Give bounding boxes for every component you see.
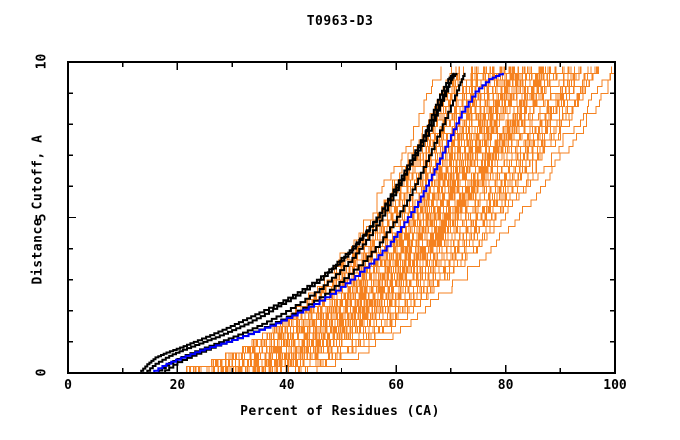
population-curve [173,66,510,373]
x-tick-label: 100 [603,378,627,393]
chart-title: T0963-D3 [306,14,374,29]
population-curve [275,72,615,373]
population-curve [161,66,524,373]
highlight-curve [150,72,504,373]
x-tick-label: 80 [497,378,514,393]
y-tick-label: 5 [34,213,50,221]
population-curve [143,66,473,373]
population-curve [225,66,589,373]
x-tick-label: 20 [169,378,186,393]
y-tick-label: 0 [34,368,50,377]
x-tick-label: 0 [64,378,72,393]
y-tick-label: 10 [34,53,50,70]
axis-layer [67,61,616,374]
highlight-curve [155,72,455,373]
x-axis-label: Percent of Residues (CA) [240,404,440,419]
x-tick-label: 60 [388,378,405,393]
curves-layer [103,66,615,373]
x-tick-label: 40 [278,378,295,393]
